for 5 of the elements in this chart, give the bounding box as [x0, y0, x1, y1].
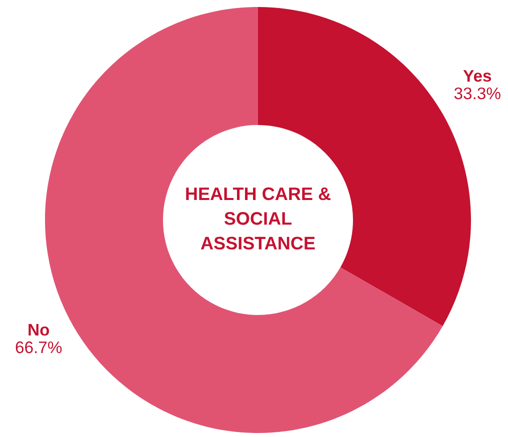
text: HEALTH CARE & SOCIAL ASSISTANCE	[186, 187, 330, 250]
slice-label: No	[28, 324, 50, 336]
data-label: 66.7%	[16, 341, 62, 354]
data-label: 33.3%	[454, 87, 500, 100]
slice-label: Yes	[463, 70, 492, 82]
